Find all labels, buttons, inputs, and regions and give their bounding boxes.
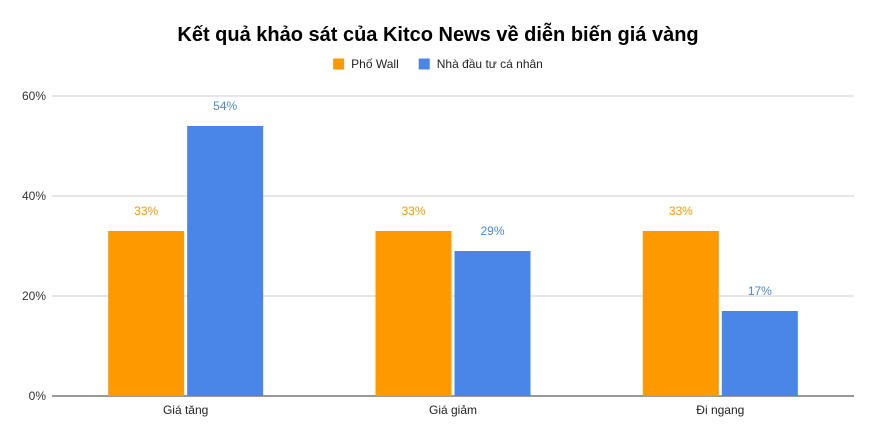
data-label: 17% [748, 284, 772, 298]
data-label: 33% [134, 204, 158, 218]
bar-nha-dau-tu-2 [721, 311, 798, 396]
legend-label: Nhà đầu tư cá nhân [437, 57, 543, 71]
x-tick-label: Đi ngang [696, 403, 744, 417]
data-label: 54% [213, 99, 237, 113]
data-label: 33% [669, 204, 693, 218]
bar-pho-wall-0 [108, 231, 185, 396]
legend-item: Phố Wall [333, 57, 399, 71]
bar-nha-dau-tu-1 [454, 251, 531, 396]
gridlines [52, 95, 854, 397]
y-axis: 0% 20% 40% 60% [22, 89, 46, 403]
data-label: 33% [401, 204, 425, 218]
x-tick-label: Giá tăng [163, 403, 208, 417]
legend-item: Nhà đầu tư cá nhân [418, 57, 543, 71]
data-labels: 33% 54% 33% 29% 33% 17% [134, 99, 772, 298]
legend-swatch [333, 58, 345, 70]
legend: Phố Wall Nhà đầu tư cá nhân [333, 57, 543, 71]
data-label: 29% [480, 224, 504, 238]
y-tick-label: 20% [22, 289, 46, 303]
y-tick-label: 40% [22, 189, 46, 203]
y-tick-label: 0% [29, 389, 47, 403]
bar-pho-wall-2 [642, 231, 719, 396]
x-tick-label: Giá giảm [429, 403, 477, 417]
x-axis: Giá tăng Giá giảm Đi ngang [163, 403, 744, 417]
legend-swatch [418, 58, 430, 70]
chart-title: Kết quả khảo sát của Kitco News về diễn … [177, 22, 698, 46]
bar-pho-wall-1 [375, 231, 452, 396]
legend-label: Phố Wall [351, 57, 399, 71]
bars [108, 126, 798, 396]
y-tick-label: 60% [22, 89, 46, 103]
bar-nha-dau-tu-0 [187, 126, 264, 396]
